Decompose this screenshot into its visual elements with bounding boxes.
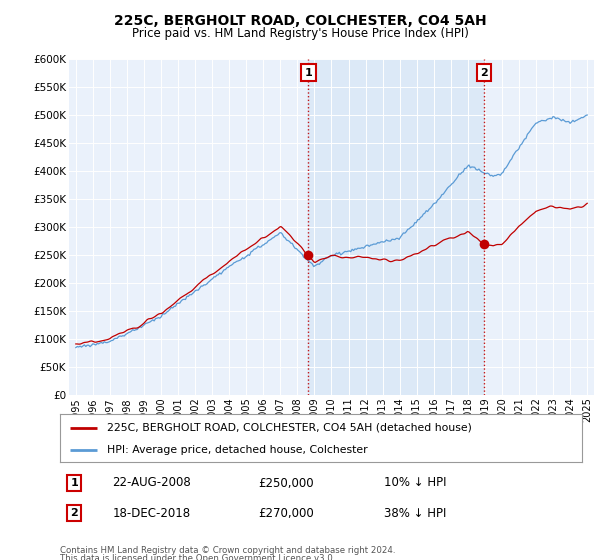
Text: £250,000: £250,000 [259, 477, 314, 489]
Text: Price paid vs. HM Land Registry's House Price Index (HPI): Price paid vs. HM Land Registry's House … [131, 27, 469, 40]
Text: HPI: Average price, detached house, Colchester: HPI: Average price, detached house, Colc… [107, 445, 368, 455]
Text: £270,000: £270,000 [259, 507, 314, 520]
Text: 38% ↓ HPI: 38% ↓ HPI [383, 507, 446, 520]
Text: 22-AUG-2008: 22-AUG-2008 [112, 477, 191, 489]
Text: 225C, BERGHOLT ROAD, COLCHESTER, CO4 5AH (detached house): 225C, BERGHOLT ROAD, COLCHESTER, CO4 5AH… [107, 423, 472, 433]
Text: 2: 2 [481, 68, 488, 78]
Bar [308, 59, 484, 395]
Text: 10% ↓ HPI: 10% ↓ HPI [383, 477, 446, 489]
Text: 18-DEC-2018: 18-DEC-2018 [112, 507, 190, 520]
Text: 1: 1 [304, 68, 312, 78]
Text: This data is licensed under the Open Government Licence v3.0.: This data is licensed under the Open Gov… [60, 554, 335, 560]
Text: 225C, BERGHOLT ROAD, COLCHESTER, CO4 5AH: 225C, BERGHOLT ROAD, COLCHESTER, CO4 5AH [113, 14, 487, 28]
Text: 2: 2 [70, 508, 78, 518]
Text: 1: 1 [70, 478, 78, 488]
Text: Contains HM Land Registry data © Crown copyright and database right 2024.: Contains HM Land Registry data © Crown c… [60, 546, 395, 555]
